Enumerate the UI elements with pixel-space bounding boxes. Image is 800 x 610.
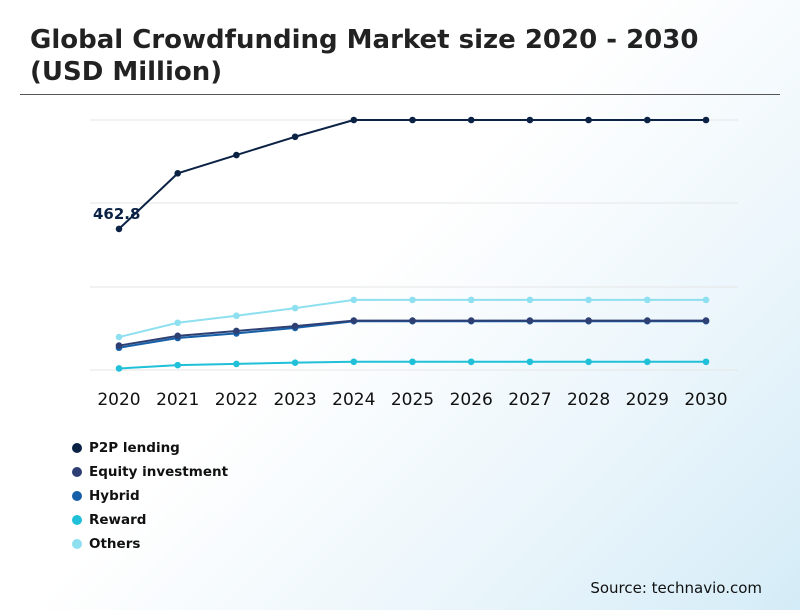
point-others-2025: [409, 296, 416, 304]
point-equity-investment-2030: [702, 317, 710, 324]
legend-item-p2p-lending: P2P lending: [72, 436, 228, 460]
point-p2p-lending-2030: [702, 116, 710, 124]
x-tick-2020: 2020: [97, 390, 140, 410]
legend-label: Reward: [89, 512, 147, 528]
legend-item-reward: Reward: [72, 508, 228, 532]
point-equity-investment-2027: [526, 317, 534, 324]
chart-title: Global Crowdfunding Market size 2020 - 2…: [30, 25, 699, 87]
series-line-hybrid: [118, 320, 706, 349]
point-others-2021: [174, 319, 181, 327]
x-tick-2024: 2024: [332, 390, 375, 410]
point-reward-2027: [526, 358, 534, 366]
point-reward-2022: [233, 360, 240, 368]
data-label-0: 462.8: [93, 205, 140, 223]
point-reward-2025: [409, 358, 416, 366]
point-p2p-lending-2027: [526, 116, 534, 124]
legend-dot-icon: [72, 467, 82, 477]
legend-item-hybrid: Hybrid: [72, 484, 228, 508]
point-others-2027: [526, 296, 534, 304]
source-credit: Source: technavio.com: [590, 579, 762, 597]
point-others-2029: [644, 296, 651, 304]
point-p2p-lending-2024: [350, 116, 358, 124]
x-tick-2027: 2027: [508, 390, 551, 410]
point-reward-2020: [115, 365, 123, 372]
legend-label: Others: [89, 536, 141, 552]
point-p2p-lending-2028: [585, 116, 592, 124]
point-equity-investment-2023: [291, 322, 299, 330]
point-p2p-lending-2020: [115, 225, 123, 233]
legend-item-others: Others: [72, 532, 228, 556]
point-others-2030: [702, 296, 710, 304]
point-equity-investment-2028: [585, 317, 592, 324]
point-p2p-lending-2021: [174, 170, 181, 177]
legend-dot-icon: [72, 539, 82, 549]
series-line-p2p-lending: [118, 119, 706, 230]
point-equity-investment-2024: [350, 317, 358, 324]
legend-label: Hybrid: [89, 488, 140, 504]
x-tick-2029: 2029: [626, 390, 669, 410]
point-equity-investment-2022: [233, 327, 240, 335]
point-others-2023: [291, 304, 299, 312]
chart-legend: P2P lending Equity investment Hybrid Reward…: [72, 436, 228, 556]
legend-dot-icon: [72, 515, 82, 525]
x-tick-2021: 2021: [156, 390, 199, 410]
point-reward-2030: [702, 358, 710, 366]
point-others-2026: [467, 296, 475, 304]
title-divider: [20, 94, 780, 95]
legend-dot-icon: [72, 443, 82, 453]
legend-item-equity-investment: Equity investment: [72, 460, 228, 484]
point-others-2022: [233, 312, 240, 320]
point-p2p-lending-2029: [644, 116, 651, 124]
point-reward-2021: [174, 361, 181, 369]
point-equity-investment-2026: [467, 317, 475, 324]
point-p2p-lending-2023: [291, 133, 299, 141]
point-equity-investment-2021: [174, 332, 181, 340]
x-tick-2025: 2025: [391, 390, 434, 410]
point-others-2028: [585, 296, 592, 304]
x-tick-2022: 2022: [215, 390, 258, 410]
point-p2p-lending-2022: [233, 151, 240, 159]
point-reward-2029: [644, 358, 651, 366]
line-chart: 462.8 2020 2021 2022 2023 2024 2025 2026 2027 202…: [90, 116, 738, 410]
point-equity-investment-2029: [644, 317, 651, 324]
point-equity-investment-2025: [409, 317, 416, 324]
x-tick-2030: 2030: [684, 390, 727, 410]
point-reward-2028: [585, 358, 592, 366]
point-reward-2023: [291, 359, 299, 366]
point-others-2020: [115, 333, 123, 341]
point-reward-2024: [350, 358, 358, 366]
point-reward-2026: [467, 358, 475, 366]
legend-label: Equity investment: [89, 464, 229, 480]
legend-dot-icon: [72, 491, 82, 501]
point-p2p-lending-2025: [409, 116, 416, 124]
legend-label: P2P lending: [89, 440, 180, 456]
x-tick-2023: 2023: [273, 390, 316, 410]
point-equity-investment-2020: [115, 342, 123, 349]
x-tick-2026: 2026: [450, 390, 493, 410]
x-tick-2028: 2028: [567, 390, 610, 410]
point-p2p-lending-2026: [467, 116, 475, 124]
point-others-2024: [350, 296, 358, 304]
